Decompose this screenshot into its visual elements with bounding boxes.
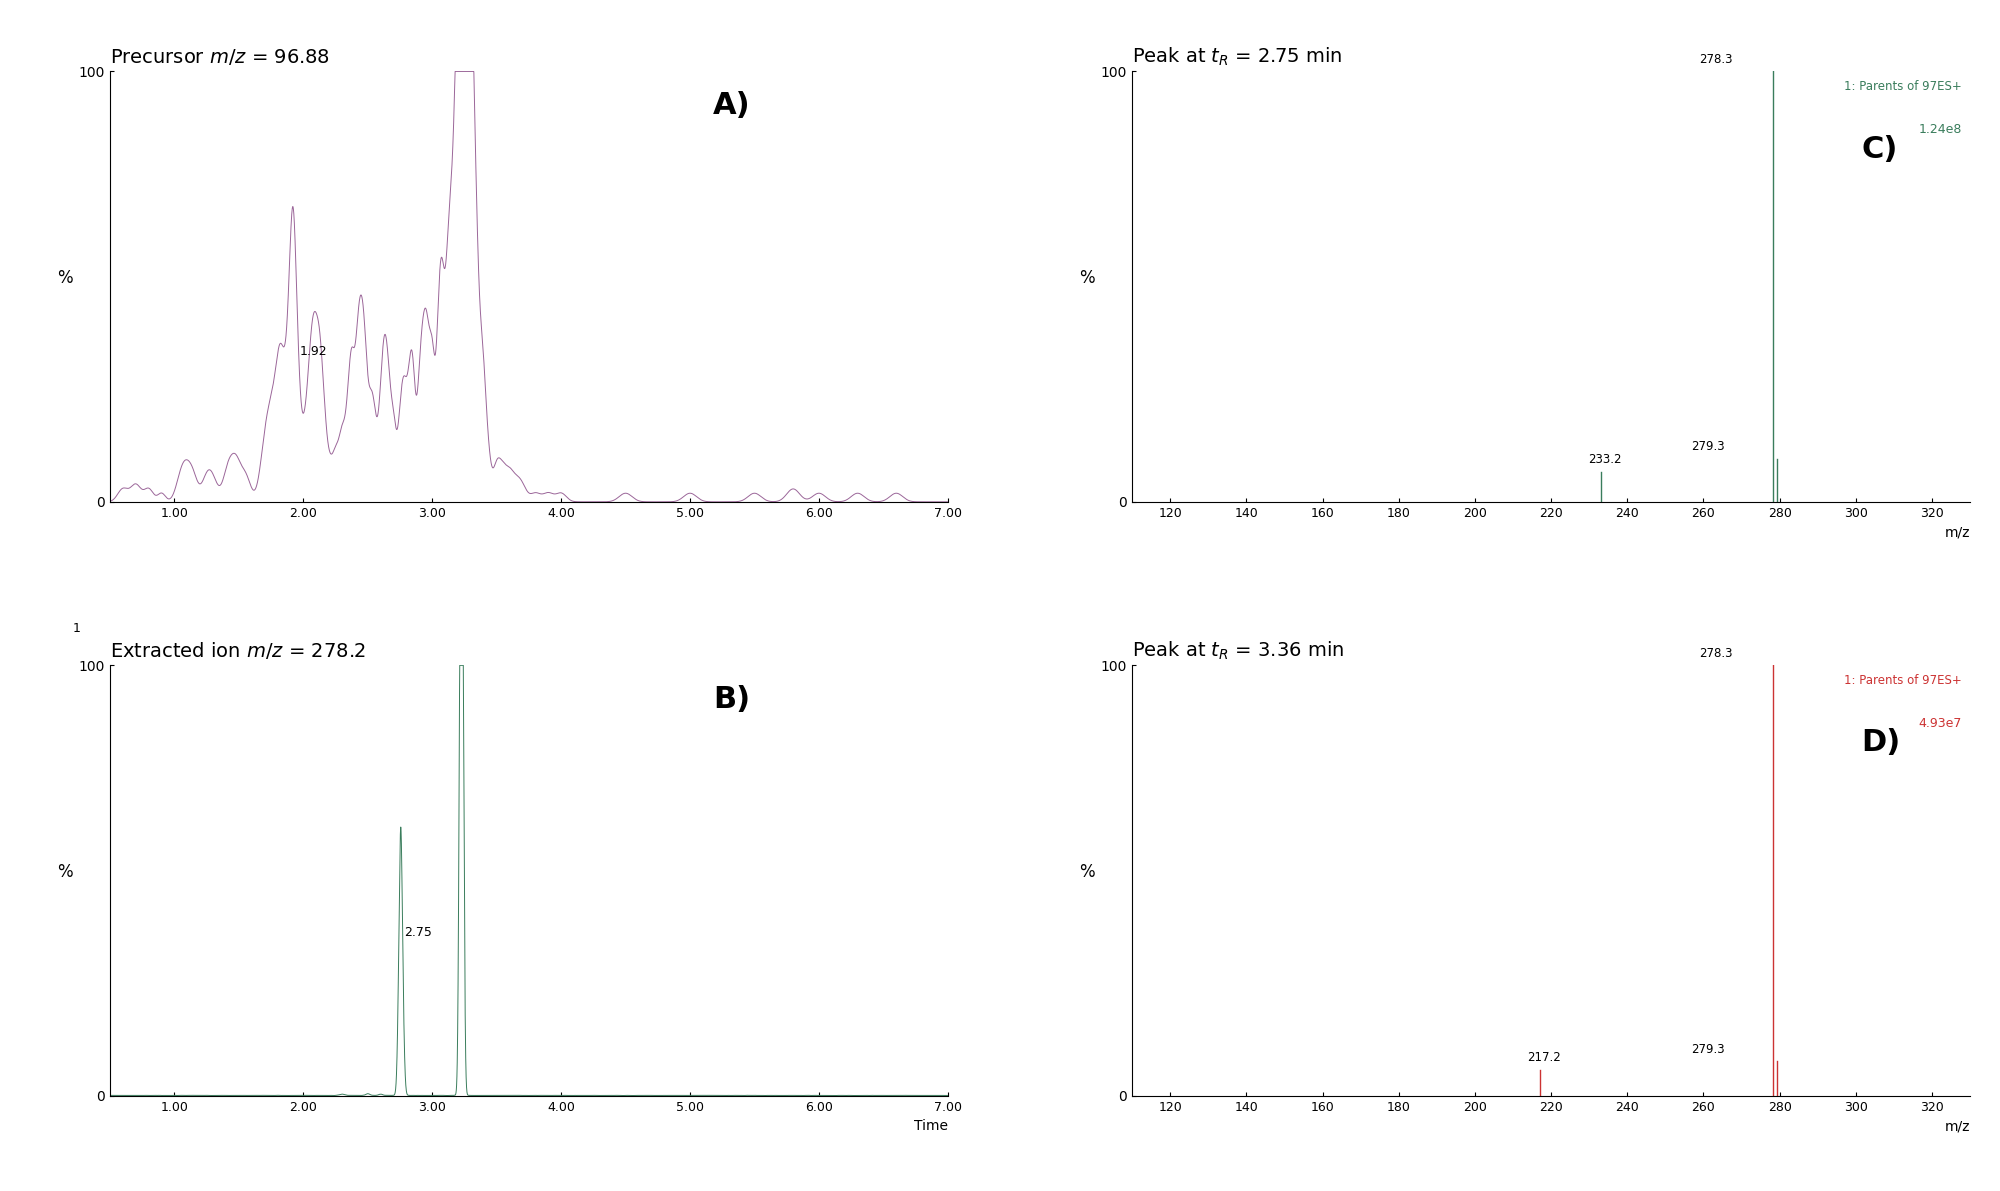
- Text: 1: 1: [72, 623, 80, 635]
- Text: 1: Parents of 97ES+: 1: Parents of 97ES+: [1844, 674, 1962, 687]
- Text: 279.3: 279.3: [1692, 1042, 1726, 1055]
- Text: D): D): [1862, 729, 1900, 757]
- Text: 278.3: 278.3: [1700, 647, 1732, 660]
- Text: 2.75: 2.75: [404, 927, 432, 940]
- Text: Precursor $m/z$ = 96.88: Precursor $m/z$ = 96.88: [110, 48, 330, 67]
- Text: Extracted ion $m/z$ = 278.2: Extracted ion $m/z$ = 278.2: [110, 640, 366, 661]
- Text: 1: Parents of 97ES+: 1: Parents of 97ES+: [1844, 80, 1962, 93]
- Y-axis label: %: %: [58, 862, 72, 880]
- Text: 278.3: 278.3: [1700, 52, 1732, 66]
- Y-axis label: %: %: [1080, 862, 1094, 880]
- Text: 233.2: 233.2: [1588, 453, 1622, 466]
- Y-axis label: %: %: [58, 269, 72, 287]
- Text: 279.3: 279.3: [1692, 441, 1726, 454]
- X-axis label: Time: Time: [914, 1120, 948, 1133]
- Text: C): C): [1862, 135, 1898, 163]
- Text: 1.24e8: 1.24e8: [1918, 123, 1962, 136]
- Text: 1.92: 1.92: [300, 345, 328, 358]
- Text: A): A): [714, 92, 750, 120]
- Text: Peak at $t_R$ = 3.36 min: Peak at $t_R$ = 3.36 min: [1132, 640, 1344, 662]
- X-axis label: m/z: m/z: [1944, 525, 1970, 540]
- Y-axis label: %: %: [1080, 269, 1094, 287]
- Text: 4.93e7: 4.93e7: [1918, 717, 1962, 730]
- Text: 217.2: 217.2: [1528, 1052, 1562, 1065]
- Text: B): B): [714, 685, 750, 715]
- X-axis label: m/z: m/z: [1944, 1120, 1970, 1133]
- Text: Peak at $t_R$ = 2.75 min: Peak at $t_R$ = 2.75 min: [1132, 46, 1342, 68]
